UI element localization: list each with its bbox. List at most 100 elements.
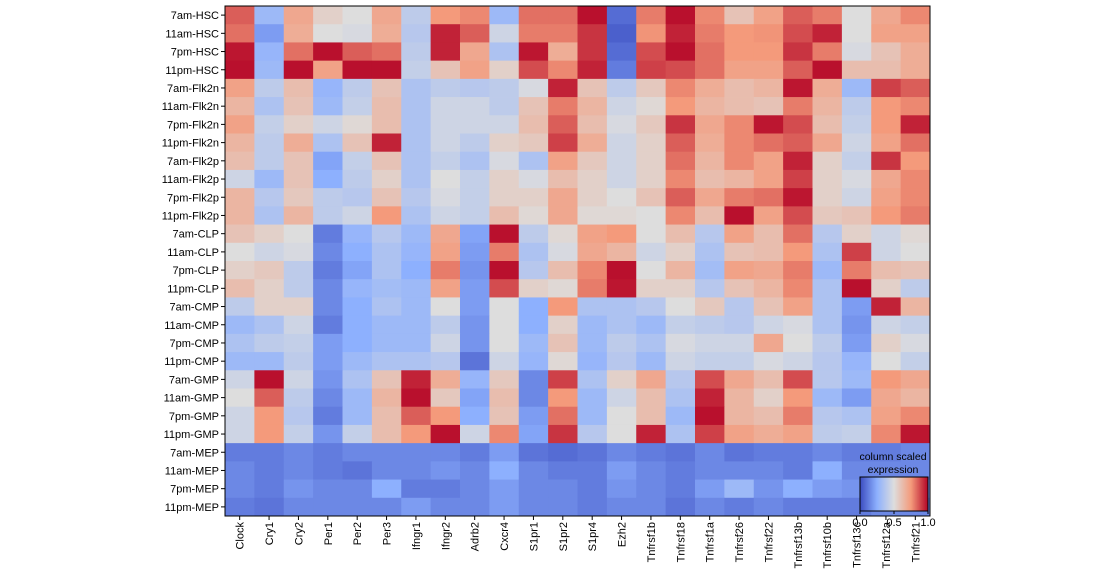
heatmap-cell xyxy=(548,133,578,153)
heatmap-cell xyxy=(695,333,725,353)
heatmap-cell xyxy=(724,224,755,244)
heatmap-cell xyxy=(871,115,902,134)
heatmap-cell xyxy=(841,78,872,98)
heatmap-cell xyxy=(724,60,755,80)
heatmap-cell xyxy=(313,424,343,444)
heatmap-cell xyxy=(900,42,931,62)
heatmap-cell xyxy=(342,133,373,153)
heatmap-cell xyxy=(577,315,608,335)
row-label: 11pm-HSC xyxy=(165,65,219,77)
row-label: 11am-Flk2p xyxy=(162,174,219,186)
heatmap-cell xyxy=(489,297,520,317)
heatmap-cell xyxy=(577,24,608,43)
heatmap-cell xyxy=(724,42,755,62)
heatmap-cell xyxy=(812,370,843,389)
heatmap-cell xyxy=(841,42,872,62)
heatmap-cell xyxy=(665,388,696,408)
heatmap-cell xyxy=(753,461,784,480)
heatmap-cell xyxy=(518,443,549,462)
heatmap-cell xyxy=(401,78,432,98)
heatmap-cell xyxy=(900,115,931,134)
heatmap-cell xyxy=(783,497,813,517)
heatmap-cell xyxy=(606,169,637,189)
heatmap-cell xyxy=(460,406,490,426)
heatmap-cell xyxy=(430,133,461,153)
heatmap-cell xyxy=(371,424,402,444)
heatmap-cell xyxy=(254,115,285,134)
heatmap-cell xyxy=(606,406,637,426)
heatmap-cell xyxy=(489,133,520,153)
heatmap-cell xyxy=(724,279,755,298)
heatmap-cell xyxy=(342,242,373,262)
column-label: Per1 xyxy=(323,522,335,545)
heatmap-cell xyxy=(900,151,931,171)
heatmap-cell xyxy=(225,261,255,280)
heatmap-cell xyxy=(695,479,725,499)
heatmap-cell xyxy=(753,242,784,262)
row-label: 7am-HSC xyxy=(171,10,219,22)
row-label: 11pm-CMP xyxy=(164,356,219,368)
heatmap-cell xyxy=(871,97,902,116)
heatmap-cell xyxy=(606,78,637,98)
heatmap-cell xyxy=(783,206,813,225)
heatmap-cell xyxy=(489,315,520,335)
heatmap-cell xyxy=(695,315,725,335)
heatmap-cell xyxy=(724,479,755,499)
heatmap-cell xyxy=(283,188,314,207)
heatmap-cell xyxy=(460,42,490,62)
heatmap-cell xyxy=(695,406,725,426)
heatmap-cell xyxy=(636,97,667,116)
heatmap-cell xyxy=(254,261,285,280)
row-label: 11am-GMP xyxy=(164,393,219,405)
heatmap-cell xyxy=(548,6,578,25)
heatmap-cell xyxy=(430,206,461,225)
heatmap-cell xyxy=(313,60,343,80)
heatmap-cell xyxy=(548,42,578,62)
heatmap-cell xyxy=(518,461,549,480)
heatmap-cell xyxy=(401,370,432,389)
heatmap-cell xyxy=(489,424,520,444)
row-label: 11pm-MEP xyxy=(165,502,219,514)
colorbar-tick-label: 0.0 xyxy=(852,517,867,529)
heatmap-cell xyxy=(342,24,373,43)
heatmap-cell xyxy=(489,461,520,480)
heatmap-cell xyxy=(665,97,696,116)
heatmap-cell xyxy=(606,279,637,298)
heatmap-cell xyxy=(695,97,725,116)
heatmap-cell xyxy=(283,261,314,280)
heatmap-cell xyxy=(812,352,843,371)
heatmap-cell xyxy=(371,497,402,517)
heatmap-cell xyxy=(460,479,490,499)
heatmap-cell xyxy=(518,78,549,98)
heatmap-cell xyxy=(254,224,285,244)
heatmap-cell xyxy=(753,261,784,280)
heatmap-cell xyxy=(812,188,843,207)
heatmap-cell xyxy=(636,352,667,371)
heatmap-cell xyxy=(225,78,255,98)
heatmap-cell xyxy=(636,261,667,280)
row-label: 7am-CMP xyxy=(169,302,219,314)
row-label: 11am-CLP xyxy=(167,247,219,259)
heatmap-cell xyxy=(548,333,578,353)
heatmap-cell xyxy=(430,60,461,80)
heatmap-cell xyxy=(342,297,373,317)
heatmap-cell xyxy=(606,370,637,389)
heatmap-cell xyxy=(401,479,432,499)
heatmap-cell xyxy=(871,406,902,426)
heatmap-cell xyxy=(283,242,314,262)
row-label: 11am-CMP xyxy=(164,320,219,332)
heatmap-cell xyxy=(871,78,902,98)
heatmap-cell xyxy=(342,115,373,134)
heatmap-cell xyxy=(783,333,813,353)
heatmap-cell xyxy=(254,333,285,353)
heatmap-cell xyxy=(606,315,637,335)
heatmap-cell xyxy=(606,133,637,153)
heatmap-cell xyxy=(225,333,255,353)
heatmap-cell xyxy=(283,115,314,134)
heatmap-cell xyxy=(254,297,285,317)
heatmap-cell xyxy=(900,443,931,462)
column-ticks xyxy=(239,516,916,520)
heatmap-cell xyxy=(460,297,490,317)
heatmap-cell xyxy=(636,42,667,62)
heatmap-cell xyxy=(548,206,578,225)
